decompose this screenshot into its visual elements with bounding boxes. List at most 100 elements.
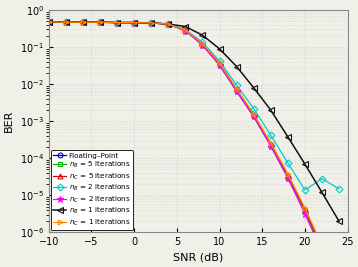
$n_C$ = 5 iterations [286,174,290,177]
$n_B$ = 2 iterations [47,20,51,23]
Floating–Point [81,21,85,24]
Floating–Point [252,115,256,118]
$n_B$ = 1 iterations [286,135,290,138]
$n_C$ = 5 iterations [234,88,239,91]
$n_C$ = 1 iterations [200,42,205,45]
$n_B$ = 5 iterations [286,176,290,179]
$n_B$ = 5 iterations [200,43,205,46]
Floating–Point [149,21,153,25]
$n_C$ = 2 iterations [217,63,222,66]
Floating–Point [132,21,136,24]
$n_B$ = 2 iterations [115,21,119,24]
Floating–Point [234,89,239,93]
$n_B$ = 5 iterations [252,115,256,118]
$n_C$ = 1 iterations [166,22,170,26]
$n_C$ = 1 iterations [268,141,273,144]
$n_C$ = 1 iterations [64,21,68,24]
$n_C$ = 2 iterations [234,89,239,93]
$n_C$ = 1 iterations [98,21,102,24]
$n_C$ = 1 iterations [115,21,119,24]
$n_B$ = 1 iterations [337,220,341,223]
Line: $n_C$ = 5 iterations: $n_C$ = 5 iterations [46,19,342,267]
$n_C$ = 2 iterations [81,21,85,24]
$n_B$ = 1 iterations [217,47,222,50]
$n_B$ = 1 iterations [81,21,85,24]
$n_C$ = 1 iterations [81,21,85,24]
$n_C$ = 5 iterations [268,142,273,145]
$n_B$ = 5 iterations [217,63,222,66]
$n_B$ = 2 iterations [268,134,273,137]
$n_C$ = 2 iterations [320,250,324,253]
Floating–Point [303,211,307,214]
$n_B$ = 2 iterations [234,83,239,87]
X-axis label: SNR (dB): SNR (dB) [173,253,223,263]
Floating–Point [64,21,68,24]
$n_C$ = 5 iterations [217,61,222,65]
$n_C$ = 1 iterations [234,87,239,91]
$n_B$ = 1 iterations [47,20,51,23]
Legend: Floating–Point, $n_B$ = 5 iterations, $n_C$ = 5 iterations, $n_B$ = 2 iterations: Floating–Point, $n_B$ = 5 iterations, $n… [51,150,133,230]
$n_C$ = 2 iterations [286,176,290,179]
Floating–Point [200,43,205,46]
$n_B$ = 2 iterations [98,21,102,24]
$n_C$ = 1 iterations [320,244,324,247]
$n_B$ = 5 iterations [303,211,307,214]
$n_C$ = 1 iterations [132,21,136,24]
$n_B$ = 1 iterations [166,22,170,26]
$n_B$ = 5 iterations [47,20,51,23]
$n_B$ = 2 iterations [200,41,205,44]
$n_C$ = 1 iterations [47,20,51,23]
$n_B$ = 1 iterations [132,21,136,24]
$n_C$ = 5 iterations [200,42,205,45]
Line: $n_C$ = 1 iterations: $n_C$ = 1 iterations [46,19,342,267]
$n_B$ = 5 iterations [132,21,136,24]
$n_B$ = 1 iterations [200,34,205,37]
Line: $n_C$ = 2 iterations: $n_C$ = 2 iterations [45,18,343,267]
$n_B$ = 5 iterations [115,21,119,24]
$n_B$ = 1 iterations [64,21,68,24]
$n_C$ = 1 iterations [286,172,290,175]
Y-axis label: BER: BER [4,110,14,132]
Floating–Point [183,29,188,32]
$n_B$ = 1 iterations [303,162,307,166]
$n_B$ = 2 iterations [149,21,153,25]
$n_C$ = 2 iterations [268,144,273,147]
$n_B$ = 5 iterations [183,29,188,32]
$n_C$ = 5 iterations [183,28,188,32]
$n_B$ = 2 iterations [303,188,307,191]
$n_B$ = 5 iterations [64,21,68,24]
Floating–Point [98,21,102,24]
$n_B$ = 5 iterations [320,248,324,251]
Line: $n_B$ = 5 iterations: $n_B$ = 5 iterations [46,19,342,267]
$n_C$ = 2 iterations [47,20,51,23]
$n_B$ = 1 iterations [115,21,119,24]
Floating–Point [115,21,119,24]
Floating–Point [286,176,290,179]
$n_C$ = 2 iterations [98,21,102,24]
$n_B$ = 1 iterations [234,65,239,68]
$n_B$ = 2 iterations [166,22,170,26]
$n_B$ = 1 iterations [268,108,273,112]
$n_B$ = 5 iterations [166,22,170,26]
$n_C$ = 1 iterations [149,21,153,25]
$n_B$ = 2 iterations [183,28,188,31]
$n_C$ = 1 iterations [217,61,222,65]
$n_C$ = 5 iterations [132,21,136,24]
$n_C$ = 5 iterations [98,21,102,24]
$n_B$ = 5 iterations [98,21,102,24]
$n_B$ = 2 iterations [81,21,85,24]
$n_B$ = 1 iterations [98,21,102,24]
$n_B$ = 2 iterations [286,161,290,164]
$n_C$ = 5 iterations [149,21,153,25]
$n_B$ = 5 iterations [234,89,239,93]
$n_B$ = 2 iterations [217,60,222,63]
$n_C$ = 1 iterations [252,113,256,116]
$n_B$ = 2 iterations [132,21,136,24]
$n_C$ = 5 iterations [81,21,85,24]
$n_C$ = 1 iterations [303,207,307,210]
$n_B$ = 5 iterations [81,21,85,24]
$n_C$ = 5 iterations [252,113,256,116]
Floating–Point [268,144,273,147]
$n_C$ = 2 iterations [252,115,256,118]
$n_B$ = 1 iterations [252,86,256,89]
